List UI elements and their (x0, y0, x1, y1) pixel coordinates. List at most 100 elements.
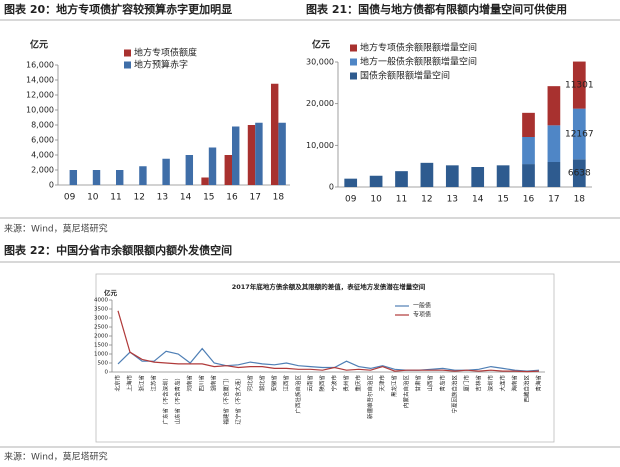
bar-segment (547, 162, 561, 187)
y-tick-label: 0 (49, 181, 54, 190)
x-tick-label: 09 (64, 193, 76, 203)
x-tick-label: 重庆市 (354, 375, 362, 392)
figure-header: 图表 22：中国分省市余额限额内额外发债空间 (4, 243, 232, 257)
legend-label: 国债余额限额增量空间 (360, 70, 450, 82)
bar (255, 122, 263, 185)
series-line (117, 347, 540, 372)
x-tick-label: 18 (574, 195, 586, 205)
legend-swatch (350, 58, 357, 66)
x-tick-label: 内蒙古自治区 (402, 375, 410, 409)
bar-segment (572, 61, 586, 109)
x-tick-label: 四川省 (198, 375, 206, 392)
x-tick-label: 海南省 (510, 375, 518, 392)
y-tick-label: 2500 (94, 325, 108, 331)
x-tick-label: 吉林省 (474, 375, 482, 392)
x-tick-label: 宁波市 (330, 375, 338, 392)
bar-segment (445, 165, 459, 187)
chart-title: 2017年底地方债余额及其限额的差值，表征地方发债潜在增量空间 (232, 282, 426, 291)
x-tick-label: 陕西省 (318, 375, 326, 392)
x-tick-label: 青海省 (534, 375, 542, 392)
y-tick-label: 500 (98, 361, 109, 367)
bar-segment (496, 165, 510, 187)
data-label: 6638 (568, 169, 591, 179)
legend-label: 地方专项债额度 (134, 47, 197, 59)
legend-label: 地方专项债余额限额增量空间 (360, 42, 477, 54)
x-tick-label: 10 (370, 195, 382, 205)
bar (208, 147, 217, 185)
bar (69, 170, 78, 185)
x-tick-label: 江西省 (282, 375, 290, 392)
x-tick-label: 15 (203, 193, 214, 203)
bar (278, 122, 286, 185)
x-tick-label: 新疆维吾尔自治区 (366, 375, 374, 420)
x-tick-label: 大连市 (498, 375, 506, 392)
bar (116, 170, 124, 185)
x-tick-label: 厦门市 (462, 375, 470, 392)
bar-segment (395, 171, 408, 187)
y-tick-label: 0 (329, 183, 334, 192)
bar-segment (522, 137, 535, 165)
y-tick-label: 16,000 (26, 61, 54, 70)
y-tick-label: 14,000 (26, 76, 54, 85)
x-tick-label: 12 (421, 195, 432, 205)
x-tick-label: 贵州省 (342, 375, 350, 392)
bar-segment (369, 175, 383, 187)
y-tick-label: 6,000 (31, 136, 54, 145)
y-tick-label: 10,000 (26, 106, 54, 115)
y-tick-label: 2,000 (31, 166, 54, 175)
x-tick-label: 宁夏回族自治区 (450, 375, 458, 414)
legend-swatch (350, 44, 357, 52)
x-tick-label: 河南省 (186, 375, 194, 392)
bar-segment (547, 86, 561, 126)
y-tick-label: 20,000 (306, 99, 334, 108)
bar-segment (522, 112, 535, 137)
legend-swatch (350, 72, 357, 80)
x-tick-label: 北京市 (114, 375, 122, 392)
x-tick-label: 17 (548, 195, 559, 205)
bar (162, 158, 170, 185)
x-tick-label: 上海市 (126, 375, 134, 392)
data-label: 11301 (565, 81, 594, 91)
legend-label: 一般债 (413, 302, 431, 310)
legend-swatch (124, 49, 131, 57)
x-tick-label: 西藏自治区 (522, 375, 530, 403)
x-tick-label: 甘肃省 (414, 375, 422, 392)
x-tick-label: 16 (226, 193, 238, 203)
y-tick-label: 1500 (94, 343, 108, 349)
y-tick-label: 0 (105, 370, 109, 376)
x-tick-label: 云南省 (306, 375, 314, 392)
bar (270, 83, 279, 185)
x-tick-label: 湖南省 (210, 375, 218, 392)
x-tick-label: 青岛市 (438, 375, 446, 392)
data-label: 12167 (565, 129, 594, 139)
x-tick-label: 山西省 (426, 375, 434, 392)
y-axis-label: 亿元 (30, 39, 48, 51)
source-note: 来源：Wind，莫尼塔研究 (4, 451, 108, 463)
legend-swatch (124, 61, 131, 69)
x-tick-label: 10 (87, 193, 99, 203)
y-tick-label: 2000 (94, 334, 108, 340)
x-tick-label: 河北省 (246, 375, 254, 392)
x-tick-label: 广东省（不含深圳） (162, 375, 170, 425)
bar-segment (420, 162, 434, 187)
bar-segment (547, 125, 561, 162)
x-tick-label: 黑龙江省 (390, 375, 398, 398)
y-tick-label: 10,000 (306, 141, 334, 150)
legend-label: 地方预算赤字 (134, 59, 188, 71)
y-tick-label: 1000 (94, 352, 108, 358)
x-tick-label: 14 (472, 195, 484, 205)
bar-segment (471, 167, 485, 187)
y-tick-label: 30,000 (306, 58, 334, 67)
bar-segment (344, 178, 358, 187)
bar (139, 166, 147, 185)
bar-segment (522, 164, 535, 187)
x-tick-label: 广西壮族自治区 (294, 375, 302, 414)
chart-frame (95, 273, 555, 443)
x-tick-label: 11 (396, 195, 407, 205)
x-tick-label: 11 (110, 193, 121, 203)
x-tick-label: 天津市 (378, 375, 386, 392)
x-tick-label: 12 (133, 193, 144, 203)
bar (232, 126, 240, 185)
x-tick-label: 浙江省 (138, 375, 146, 392)
y-axis-label: 亿元 (104, 288, 118, 297)
